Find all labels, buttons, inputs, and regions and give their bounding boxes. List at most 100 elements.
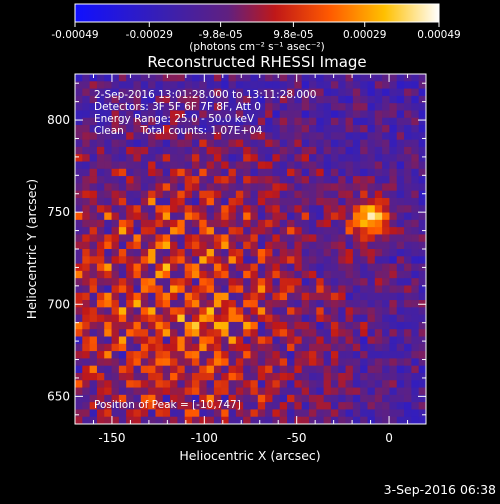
heatmap-pixel [287,285,295,294]
heatmap-pixel [316,227,325,235]
heatmap-pixel [89,263,98,272]
heatmap-pixel [257,103,266,111]
heatmap-pixel [170,212,178,221]
heatmap-pixel [126,234,134,243]
heatmap-pixel [104,351,113,359]
heatmap-pixel [404,292,412,301]
heatmap-pixel [330,270,339,279]
heatmap-pixel [272,125,281,133]
heatmap-pixel [192,394,200,403]
heatmap-pixel [316,190,325,199]
heatmap-pixel [389,146,398,155]
heatmap-pixel [323,183,332,192]
heatmap-pixel [206,358,215,367]
heatmap-pixel [418,329,426,337]
heatmap-pixel [352,329,361,337]
heatmap-pixel [323,74,332,82]
heatmap-pixel [192,132,200,141]
heatmap-pixel [75,234,83,243]
colorbar-unit-label: (photons cm⁻² s⁻¹ asec⁻²) [189,41,324,53]
heatmap-pixel [352,300,361,308]
heatmap-pixel [235,241,244,250]
heatmap-pixel [374,380,383,389]
heatmap-pixel [309,154,317,162]
heatmap-pixel [338,241,347,250]
heatmap-pixel [177,176,186,184]
heatmap-pixel [243,416,251,424]
heatmap-pixel [111,132,120,141]
heatmap-pixel [126,161,134,170]
heatmap-pixel [250,103,259,111]
heatmap-pixel [389,197,398,206]
heatmap-pixel [352,241,361,250]
heatmap-pixel [162,365,171,374]
heatmap-pixel [396,343,405,352]
heatmap-pixel [89,95,98,104]
heatmap-pixel [192,168,200,177]
heatmap-pixel [118,387,127,396]
heatmap-pixel [287,219,295,228]
heatmap-pixel [133,74,142,82]
heatmap-pixel [396,146,405,155]
heatmap-pixel [309,234,317,243]
heatmap-pixel [404,219,412,228]
heatmap-pixel [199,132,208,141]
heatmap-pixel [140,300,149,308]
x-tick-label: -150 [98,431,125,445]
heatmap-pixel [104,161,113,170]
heatmap-pixel [345,241,354,250]
heatmap-pixel [235,300,244,308]
heatmap-pixel [374,300,383,308]
heatmap-pixel [367,300,376,308]
heatmap-pixel [389,300,398,308]
heatmap-pixel [228,343,237,352]
heatmap-pixel [213,154,222,162]
heatmap-pixel [82,132,91,141]
heatmap-pixel [192,343,200,352]
heatmap-pixel [382,270,390,279]
heatmap-pixel [418,278,426,286]
heatmap-pixel [148,278,156,286]
heatmap-pixel [418,249,426,257]
heatmap-pixel [389,285,398,294]
heatmap-pixel [221,343,230,352]
heatmap-pixel [250,307,259,316]
heatmap-pixel [213,321,222,330]
heatmap-pixel [96,365,105,374]
heatmap-pixel [148,234,156,243]
heatmap-pixel [184,205,193,214]
heatmap-pixel [221,358,230,367]
heatmap-pixel [294,300,303,308]
heatmap-pixel [235,110,244,119]
heatmap-pixel [279,88,288,97]
heatmap-pixel [206,117,215,126]
heatmap-pixel [301,292,310,301]
heatmap-pixel [374,329,383,337]
heatmap-pixel [82,74,91,82]
heatmap-pixel [199,416,208,424]
heatmap-pixel [118,256,127,265]
heatmap-pixel [243,183,251,192]
heatmap-pixel [316,234,325,243]
heatmap-pixel [382,292,390,301]
heatmap-pixel [272,117,281,126]
heatmap-pixel [287,307,295,316]
heatmap-pixel [360,190,368,199]
heatmap-pixel [257,81,266,90]
heatmap-pixel [228,154,237,162]
heatmap-pixel [213,125,222,133]
heatmap-pixel [352,168,361,177]
heatmap-pixel [294,365,303,374]
heatmap-pixel [170,88,178,97]
heatmap-pixel [272,351,281,359]
heatmap-pixel [82,197,91,206]
heatmap-pixel [404,351,412,359]
heatmap-pixel [316,270,325,279]
heatmap-pixel [345,394,354,403]
heatmap-pixel [360,402,368,410]
heatmap-pixel [389,219,398,228]
heatmap-pixel [118,110,127,119]
heatmap-pixel [418,132,426,141]
heatmap-pixel [316,81,325,90]
heatmap-pixel [111,139,120,148]
